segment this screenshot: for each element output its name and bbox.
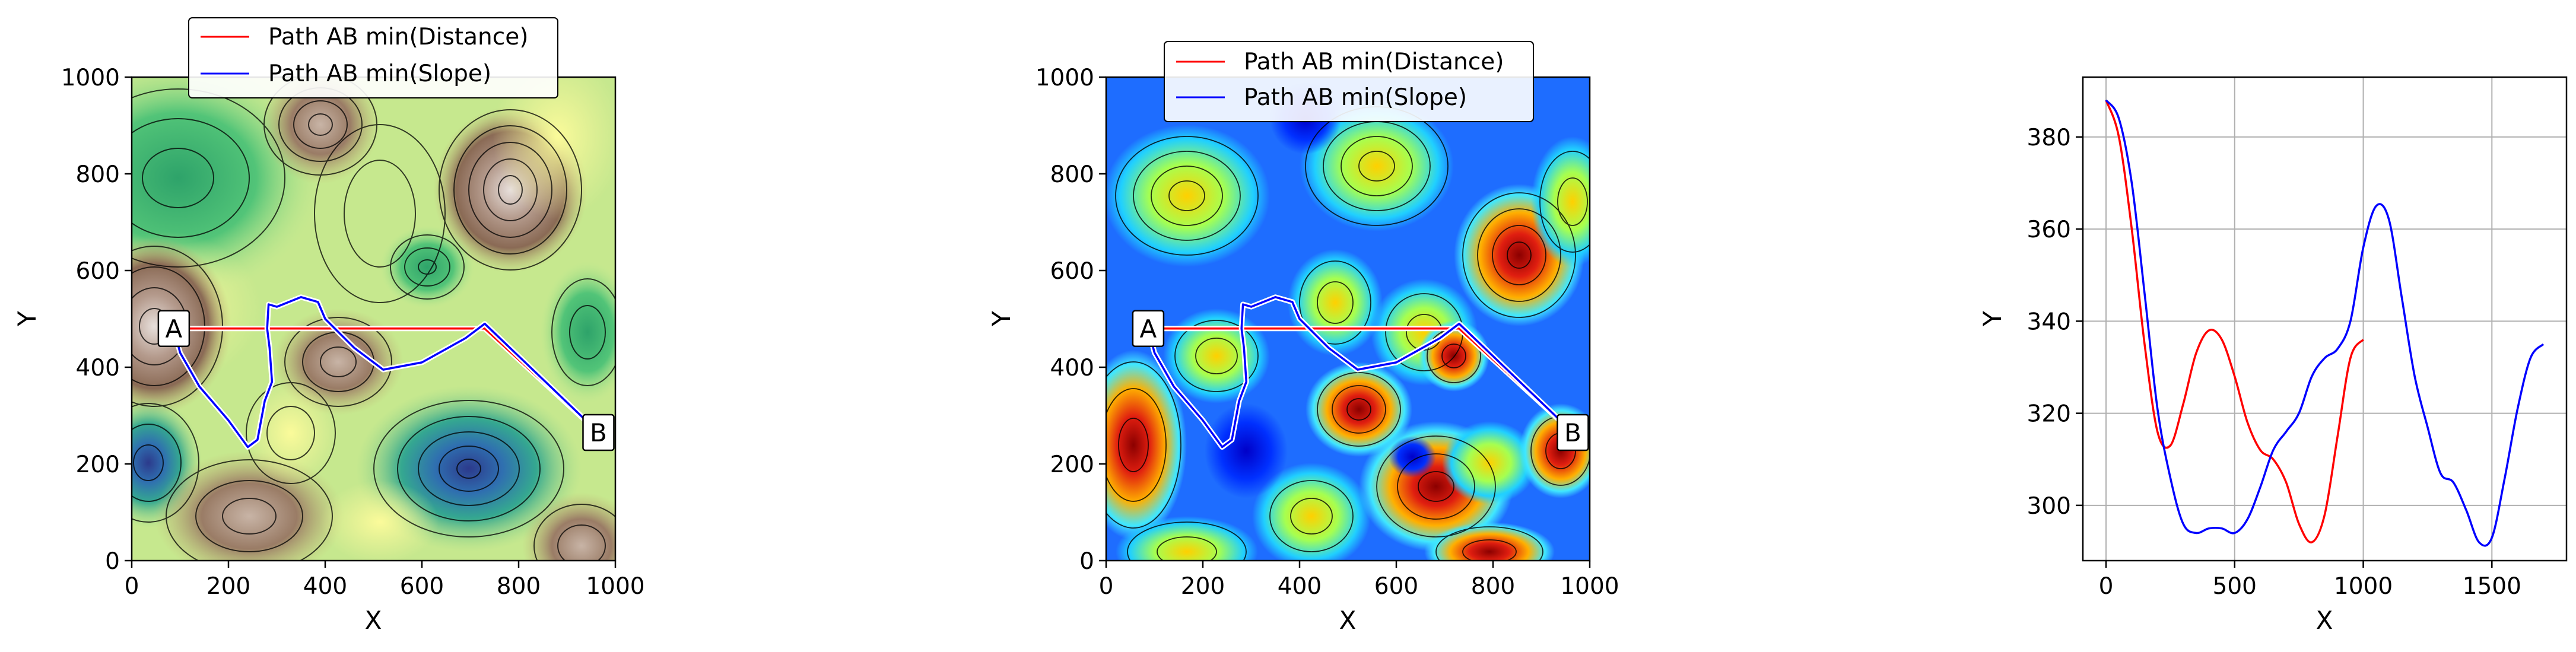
y-tick-label: 380	[2027, 125, 2071, 151]
point-A-box	[157, 310, 190, 348]
x-tick-label: 1000	[586, 573, 644, 600]
profile-lines	[2105, 99, 2545, 547]
path-lines	[1145, 294, 1575, 450]
axes-ticks: 0 200 400 600 800 1000 0 200 400 600 800 1000	[1036, 65, 1619, 600]
y-tick-label: 1000	[1036, 65, 1094, 91]
x-tick-label: 200	[1181, 573, 1225, 600]
y-tick-label: 320	[2027, 401, 2071, 428]
x-tick-label: 400	[1278, 573, 1322, 600]
profile-line-slope	[2105, 99, 2545, 547]
y-tick-label: 400	[76, 355, 120, 381]
x-axis-label: X	[2316, 606, 2333, 635]
y-tick-label: 360	[2027, 217, 2071, 243]
axes-frame	[2082, 76, 2568, 562]
legend-label-slope: Path AB min(Slope)	[1244, 84, 1467, 111]
y-tick-label: 300	[2027, 493, 2071, 520]
path-slope-line	[173, 296, 599, 449]
x-tick-label: 0	[1099, 573, 1114, 600]
path-lines	[171, 294, 601, 450]
point-A-label: A	[1140, 314, 1157, 344]
panel-terrain: 0 200 400 600 800 1000 0 200 400 600 800 1000 X Y A…	[12, 17, 645, 635]
point-B-box	[1557, 414, 1589, 451]
profile-line-distance	[2105, 100, 2364, 543]
x-tick-label: 600	[400, 573, 444, 600]
axes-ticks: 0 200 400 600 800 1000 0 200 400 600 800 1000	[61, 65, 645, 600]
endpoint-markers: AB	[157, 310, 615, 451]
x-tick-label: 400	[303, 573, 347, 600]
y-tick-label: 0	[1079, 548, 1094, 575]
x-tick-label: 800	[497, 573, 541, 600]
point-B-label: B	[1564, 418, 1581, 447]
y-axis-label: Y	[1978, 311, 2007, 327]
x-tick-label: 500	[2213, 573, 2257, 600]
endpoint-markers: AB	[1132, 310, 1589, 451]
x-tick-label: 0	[2099, 573, 2114, 600]
x-tick-label: 1000	[1560, 573, 1619, 600]
y-tick-label: 1000	[61, 65, 120, 91]
legend-label-distance: Path AB min(Distance)	[1244, 49, 1504, 75]
x-tick-label: 1000	[2334, 573, 2393, 600]
y-tick-label: 0	[105, 548, 120, 575]
legend: Path AB min(Distance) Path AB min(Slope)	[1164, 41, 1534, 122]
x-axis-label: X	[1339, 606, 1357, 635]
axes-ticks: 0 500 1000 1500 300 320 340 360 380	[2027, 125, 2521, 600]
legend: Path AB min(Distance) Path AB min(Slope)	[188, 17, 558, 98]
path-slope-line	[1147, 296, 1574, 449]
x-tick-label: 600	[1374, 573, 1418, 600]
y-tick-label: 400	[1050, 355, 1094, 381]
x-tick-label: 800	[1471, 573, 1515, 600]
x-tick-label: 0	[125, 573, 139, 600]
grid	[2083, 77, 2567, 561]
y-tick-label: 600	[1050, 258, 1094, 285]
y-tick-label: 200	[76, 451, 120, 478]
y-axis-label: Y	[987, 311, 1016, 327]
point-A-label: A	[166, 314, 183, 344]
y-axis-label: Y	[12, 311, 42, 327]
panel-slope: 0 200 400 600 800 1000 0 200 400 600 800 1000 X Y A…	[987, 41, 1619, 635]
panel-profile: 0 500 1000 1500 300 320 340 360 380 X Y	[1978, 76, 2568, 635]
x-tick-label: 200	[207, 573, 250, 600]
slope-surface	[1106, 77, 1590, 561]
y-tick-label: 340	[2027, 308, 2071, 335]
point-B-box	[582, 414, 615, 451]
y-tick-label: 800	[1050, 161, 1094, 188]
y-tick-label: 800	[76, 161, 120, 188]
legend-label-distance: Path AB min(Distance)	[268, 24, 528, 50]
point-B-label: B	[590, 418, 607, 447]
y-tick-label: 600	[76, 258, 120, 285]
legend-label-slope: Path AB min(Slope)	[268, 61, 491, 87]
x-tick-label: 1500	[2463, 573, 2521, 600]
y-tick-label: 200	[1050, 451, 1094, 478]
terrain-surface	[132, 77, 615, 561]
point-A-box	[1132, 310, 1165, 348]
x-axis-label: X	[365, 606, 382, 635]
